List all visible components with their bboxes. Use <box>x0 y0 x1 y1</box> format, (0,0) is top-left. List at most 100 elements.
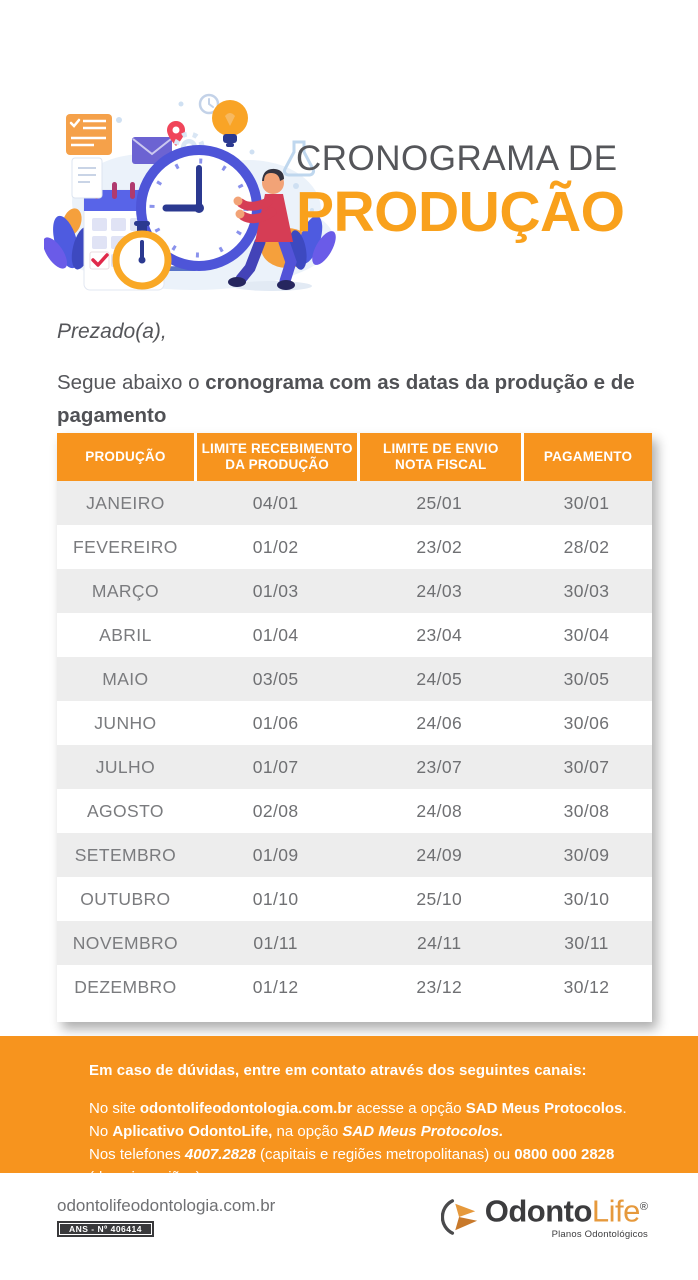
col-header-pagamento: PAGAMENTO <box>521 433 652 481</box>
logo-wordmark: OdontoLife® <box>485 1190 648 1228</box>
text-run: No site <box>89 1100 140 1117</box>
map-pin-icon <box>167 121 185 146</box>
logo-odonto: Odonto <box>484 1193 593 1229</box>
sad-protocolos-bold: SAD Meus Protocolos <box>465 1100 623 1117</box>
text-run: No <box>89 1123 113 1140</box>
schedule-table-card: PRODUÇÃO LIMITE RECEBIMENTO DA PRODUÇÃO … <box>57 433 652 1022</box>
table-row: DEZEMBRO 01/12 23/12 30/12 <box>57 965 652 1009</box>
flask-icon <box>283 140 315 177</box>
month-cell: JUNHO <box>94 712 157 733</box>
text-run: Nos telefones <box>89 1146 185 1163</box>
pgto-cell: 28/02 <box>563 536 610 557</box>
envio-cell: 25/10 <box>416 888 463 909</box>
contact-line-phones: Nos telefones 4007.2828 (capitais e regi… <box>89 1143 662 1189</box>
pgto-cell: 30/12 <box>563 976 610 997</box>
sad-protocolos-bold-italic: SAD Meus Protocolos. <box>342 1123 504 1140</box>
ans-badge: ANS - Nº 406414 <box>57 1221 154 1237</box>
schedule-illustration <box>44 93 336 291</box>
logo-life: Life <box>591 1193 640 1229</box>
text-run: . <box>622 1100 627 1117</box>
envio-cell: 25/01 <box>416 492 463 513</box>
month-cell: AGOSTO <box>86 800 164 821</box>
envio-cell: 23/04 <box>416 624 463 645</box>
pgto-cell: 30/04 <box>563 624 610 645</box>
intro-bold: cronograma com as datas da produção e de… <box>57 371 635 427</box>
receb-cell: 01/03 <box>252 580 299 601</box>
contact-box: Em caso de dúvidas, entre em contato atr… <box>0 1036 698 1186</box>
pgto-cell: 30/01 <box>563 492 610 513</box>
text-run: (capitais e regiões metropolitanas) ou <box>255 1146 515 1163</box>
text-run: na opção <box>272 1123 343 1140</box>
envio-cell: 24/03 <box>416 580 463 601</box>
person-figure <box>228 168 297 290</box>
intro-prefix: Segue abaixo o <box>57 371 206 394</box>
odontolife-mark-icon <box>440 1199 477 1235</box>
text-run: acesse a opção <box>352 1100 466 1117</box>
document-icon <box>71 157 103 199</box>
phone-capitals-bold: 4007.2828 <box>184 1146 256 1163</box>
stopwatch-icon <box>112 221 172 290</box>
text-run: (demais regiões). <box>89 1169 205 1186</box>
receb-cell: 01/04 <box>252 624 299 645</box>
page-title-line1: CRONOGRAMA DE <box>296 139 618 178</box>
sticky-note-icon <box>66 114 112 155</box>
schedule-table: PRODUÇÃO LIMITE RECEBIMENTO DA PRODUÇÃO … <box>57 433 652 1009</box>
month-cell: ABRIL <box>99 624 152 645</box>
month-cell: SETEMBRO <box>74 844 177 865</box>
envio-cell: 24/06 <box>416 712 463 733</box>
receb-cell: 01/06 <box>252 712 299 733</box>
plant-left <box>44 208 93 270</box>
month-cell: JANEIRO <box>86 492 165 513</box>
col-header-producao: PRODUÇÃO <box>57 433 194 481</box>
pgto-cell: 30/06 <box>563 712 610 733</box>
receb-cell: 01/10 <box>252 888 299 909</box>
envio-cell: 23/02 <box>416 536 463 557</box>
month-cell: MARÇO <box>91 580 159 601</box>
table-header-row: PRODUÇÃO LIMITE RECEBIMENTO DA PRODUÇÃO … <box>57 433 652 481</box>
contact-line-app: No Aplicativo OdontoLife, na opção SAD M… <box>89 1120 662 1143</box>
receb-cell: 02/08 <box>252 800 299 821</box>
month-cell: OUTUBRO <box>80 888 171 909</box>
receb-cell: 01/11 <box>253 932 298 953</box>
pgto-cell: 30/07 <box>563 756 610 777</box>
table-row: JANEIRO 04/01 25/01 30/01 <box>57 481 652 525</box>
small-clock-icon <box>198 93 220 115</box>
month-cell: NOVEMBRO <box>72 932 179 953</box>
pgto-cell: 30/10 <box>563 888 610 909</box>
col-header-limite-envio: LIMITE DE ENVIO NOTA FISCAL <box>357 433 522 481</box>
receb-cell: 01/07 <box>252 756 299 777</box>
envio-cell: 24/09 <box>416 844 463 865</box>
table-row: MARÇO 01/03 24/03 30/03 <box>57 569 652 613</box>
table-row: ABRIL 01/04 23/04 30/04 <box>57 613 652 657</box>
month-cell: JULHO <box>95 756 156 777</box>
table-row: AGOSTO 02/08 24/08 30/08 <box>57 789 652 833</box>
receb-cell: 03/05 <box>252 668 299 689</box>
page-title: CRONOGRAMA DE PRODUÇÃO <box>296 139 666 244</box>
contact-line-site: No site odontolifeodontologia.com.br ace… <box>89 1097 662 1120</box>
site-url-bold: odontolifeodontologia.com.br <box>139 1100 353 1117</box>
contact-heading: Em caso de dúvidas, entre em contato atr… <box>89 1062 587 1079</box>
table-row: JUNHO 01/06 24/06 30/06 <box>57 701 652 745</box>
footer-website: odontolifeodontologia.com.br <box>57 1196 276 1215</box>
table-row: FEVEREIRO 01/02 23/02 28/02 <box>57 525 652 569</box>
receb-cell: 01/02 <box>252 536 299 557</box>
pgto-cell: 30/03 <box>563 580 610 601</box>
table-row: SETEMBRO 01/09 24/09 30/09 <box>57 833 652 877</box>
envio-cell: 24/05 <box>416 668 463 689</box>
pgto-cell: 30/09 <box>563 844 610 865</box>
envio-cell: 23/07 <box>416 756 463 777</box>
page-title-line2: PRODUÇÃO <box>296 180 625 244</box>
envio-cell: 24/11 <box>417 932 462 953</box>
app-name-bold: Aplicativo OdontoLife, <box>112 1123 273 1140</box>
table-row: JULHO 01/07 23/07 30/07 <box>57 745 652 789</box>
month-cell: FEVEREIRO <box>73 536 178 557</box>
col-header-limite-recebimento: LIMITE RECEBIMENTO DA PRODUÇÃO <box>193 433 358 481</box>
table-row: NOVEMBRO 01/11 24/11 30/11 <box>57 921 652 965</box>
pgto-cell: 30/08 <box>563 800 610 821</box>
receb-cell: 01/09 <box>252 844 299 865</box>
phone-0800-bold: 0800 000 2828 <box>514 1146 615 1163</box>
envio-cell: 24/08 <box>416 800 463 821</box>
month-cell: MAIO <box>102 668 149 689</box>
receb-cell: 01/12 <box>252 976 299 997</box>
